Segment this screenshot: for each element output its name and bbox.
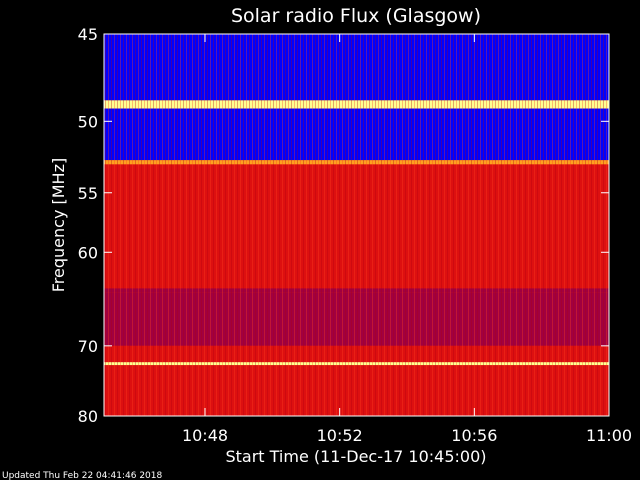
plot-frame <box>103 33 610 417</box>
spectrogram-texture <box>104 34 609 416</box>
x-tick-label: 11:00 <box>586 426 632 445</box>
y-tick-label: 80 <box>78 407 98 426</box>
x-tick-label: 10:56 <box>451 426 497 445</box>
y-tick-label: 50 <box>78 112 98 131</box>
updated-timestamp: Updated Thu Feb 22 04:41:46 2018 <box>2 471 163 480</box>
y-axis: 45 50 55 60 70 80 <box>78 25 609 426</box>
y-axis-label: Frequency [MHz] <box>49 158 68 292</box>
x-tick-label: 10:48 <box>182 426 228 445</box>
chart-title: Solar radio Flux (Glasgow) <box>231 5 481 27</box>
x-axis-label: Start Time (11-Dec-17 10:45:00) <box>225 447 486 466</box>
y-tick-label: 60 <box>78 243 98 262</box>
y-tick-label: 45 <box>78 25 98 44</box>
x-tick-label: 10:52 <box>317 426 363 445</box>
plot-area <box>104 34 609 416</box>
y-tick-label: 70 <box>78 337 98 356</box>
x-axis: 10:48 10:52 10:56 11:00 <box>182 34 632 445</box>
y-tick-label: 55 <box>78 184 98 203</box>
